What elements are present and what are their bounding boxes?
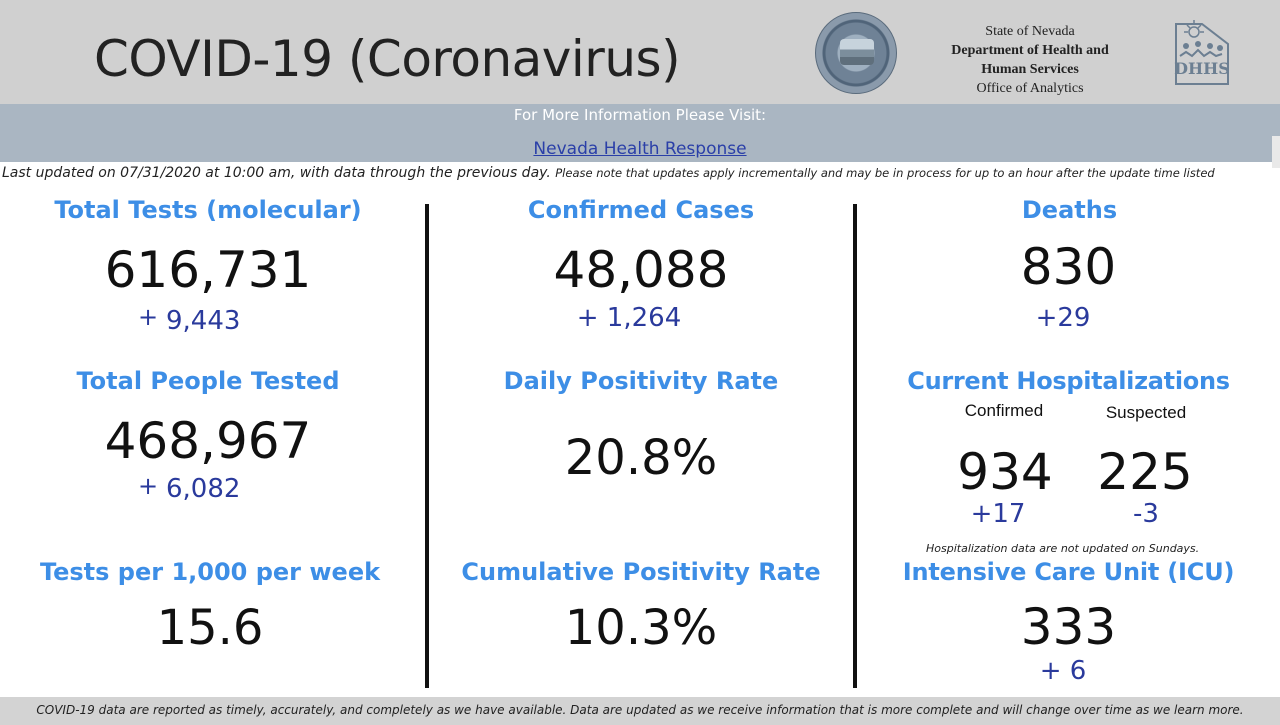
total-people-delta-sign: +: [137, 472, 159, 500]
nevada-seal-icon: [815, 12, 897, 94]
visit-text: For More Information Please Visit:: [513, 106, 767, 124]
total-people-delta: 6,082: [166, 474, 241, 504]
seal-center-icon: [840, 39, 874, 65]
svg-text:DHHS: DHHS: [1174, 59, 1230, 78]
icu-value: 333: [1020, 598, 1117, 656]
hosp-confirmed-label: Confirmed: [964, 401, 1044, 420]
last-updated-text: Last updated on 07/31/2020 at 10:00 am, …: [2, 162, 1280, 184]
agency-office: Office of Analytics: [976, 81, 1084, 96]
nevada-health-response-link[interactable]: Nevada Health Response: [533, 139, 747, 159]
hosp-suspected-label: Suspected: [1105, 403, 1187, 422]
icu-label: Intensive Care Unit (ICU): [902, 558, 1235, 586]
cumulative-positivity-label: Cumulative Positivity Rate: [461, 558, 821, 586]
total-tests-delta: 9,443: [166, 306, 241, 336]
hospitalizations-label: Current Hospitalizations: [907, 367, 1230, 395]
total-tests-value: 616,731: [104, 241, 312, 299]
tests-per-1000-label: Tests per 1,000 per week: [39, 558, 381, 586]
footer-bar: [0, 697, 1280, 725]
updated-main: Last updated on 07/31/2020 at 10:00 am, …: [2, 165, 551, 181]
agency-block: State of Nevada Department of Health and…: [925, 22, 1135, 98]
deaths-value: 830: [1020, 238, 1117, 296]
header-bar: [0, 0, 1280, 104]
deaths-label: Deaths: [1021, 196, 1118, 224]
confirmed-cases-label: Confirmed Cases: [527, 196, 755, 224]
scrollbar-handle[interactable]: [1272, 136, 1280, 168]
tests-per-1000-value: 15.6: [156, 600, 264, 656]
agency-department: Department of Health and: [951, 43, 1109, 58]
dhhs-logo-icon: DHHS: [1174, 20, 1230, 85]
footer-disclaimer: COVID-19 data are reported as timely, ac…: [36, 703, 1244, 717]
hosp-suspected-delta: -3: [1133, 499, 1159, 529]
confirmed-cases-delta: + 1,264: [576, 303, 682, 333]
total-tests-label: Total Tests (molecular): [54, 196, 362, 224]
confirmed-cases-value: 48,088: [553, 241, 729, 299]
icu-delta: + 6: [1039, 656, 1087, 686]
page-title: COVID-19 (Coronavirus): [94, 30, 681, 88]
info-bar: [0, 104, 1280, 162]
total-people-label: Total People Tested: [76, 367, 340, 395]
agency-state: State of Nevada: [985, 24, 1075, 39]
agency-department-cont: Human Services: [981, 62, 1079, 77]
column-divider-left: [425, 204, 429, 688]
hospitalization-note: Hospitalization data are not updated on …: [926, 542, 1200, 555]
cumulative-positivity-value: 10.3%: [564, 600, 718, 656]
hosp-suspected-value: 225: [1097, 443, 1193, 501]
daily-positivity-label: Daily Positivity Rate: [503, 367, 779, 395]
updated-note: Please note that updates apply increment…: [555, 166, 1215, 180]
total-tests-delta-sign: +: [137, 303, 159, 331]
daily-positivity-value: 20.8%: [564, 430, 718, 486]
column-divider-right: [853, 204, 857, 688]
deaths-delta: +29: [1035, 303, 1091, 333]
total-people-value: 468,967: [104, 412, 312, 470]
hosp-confirmed-value: 934: [957, 443, 1053, 501]
hosp-confirmed-delta: +17: [970, 499, 1026, 529]
